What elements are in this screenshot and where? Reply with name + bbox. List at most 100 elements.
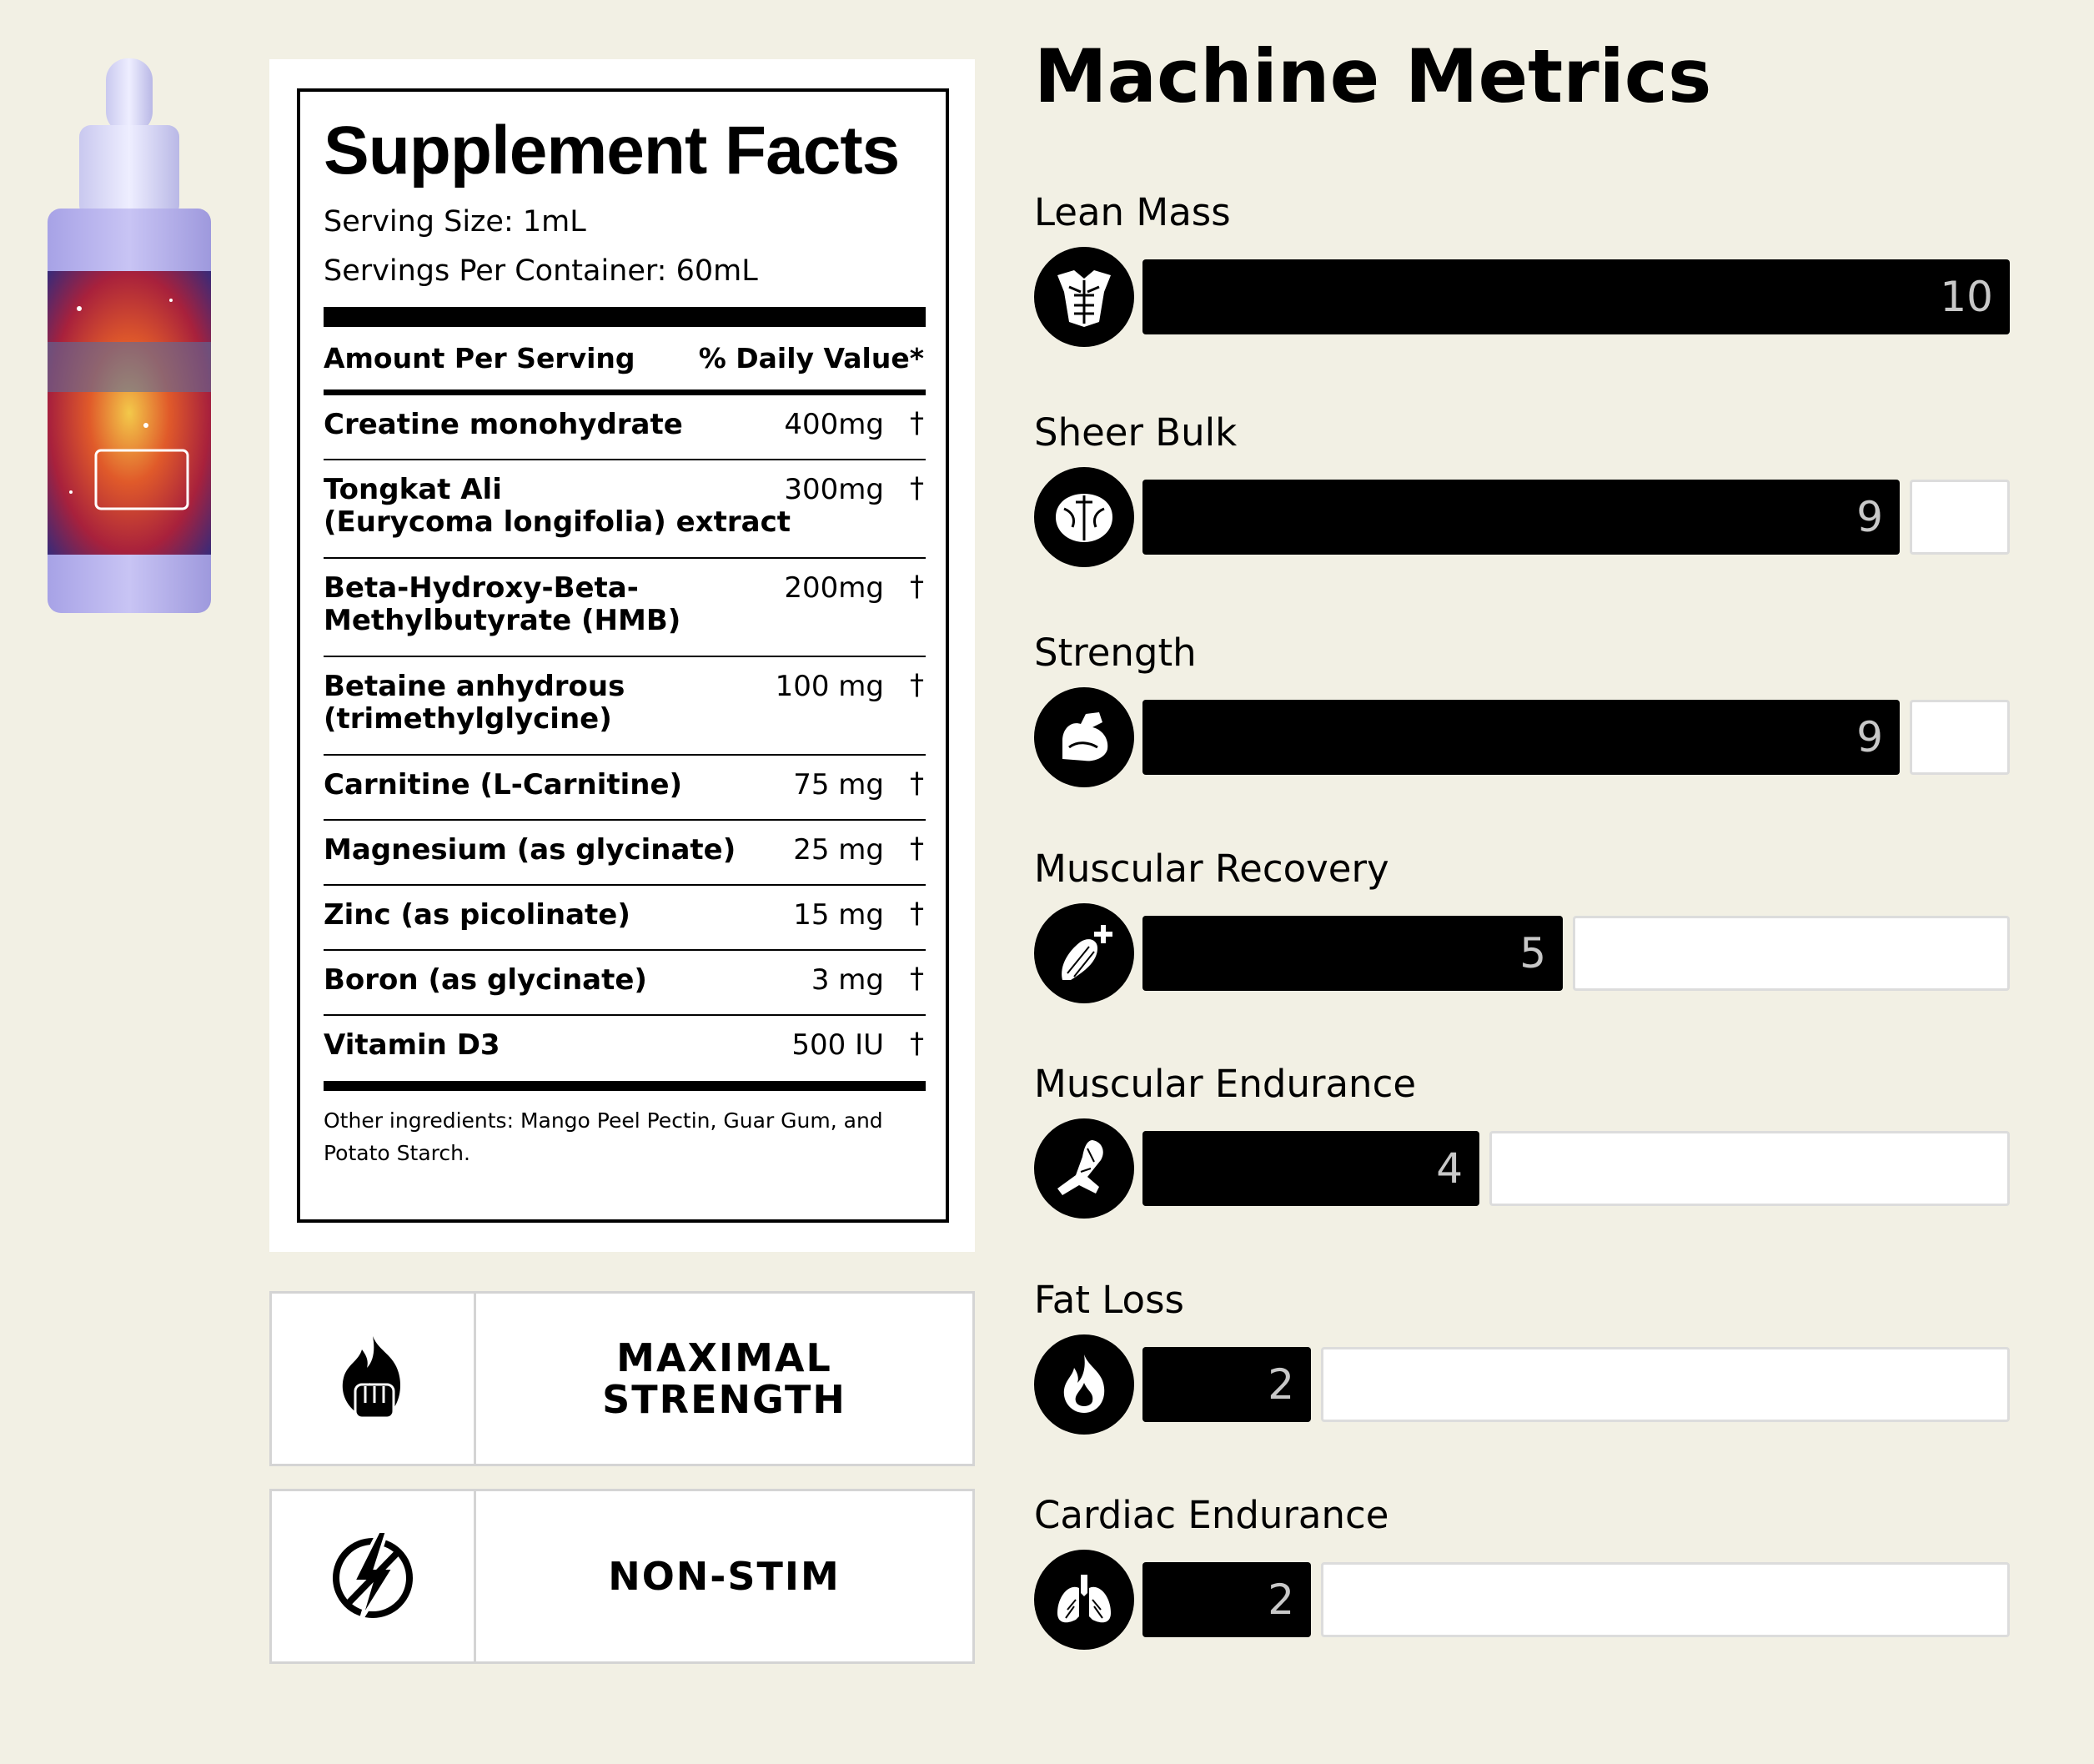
metric-bar: 9	[1142, 480, 2010, 555]
ingredient-amount: 15 mg	[793, 898, 884, 932]
metric-label: Strength	[1034, 631, 1197, 675]
amount-per-serving-label: Amount Per Serving	[324, 342, 635, 374]
ingredient-name: Creatine monohydrate	[324, 408, 683, 441]
torso-icon	[1034, 247, 1134, 347]
metric-cardiac-endurance: Cardiac Endurance 2	[1034, 1493, 2010, 1660]
feature-icon-cell	[272, 1294, 476, 1464]
ingredient-name: Betaine anhydrous (trimethylglycine)	[324, 670, 625, 736]
ingredient-dagger: †	[910, 406, 924, 440]
ingredient-name: Zinc (as picolinate)	[324, 898, 630, 932]
metric-label: Fat Loss	[1034, 1278, 1184, 1322]
metric-bar-remaining	[1321, 1347, 2010, 1422]
muscle-recovery-icon	[1034, 903, 1134, 1003]
ingredient-row: Betaine anhydrous (trimethylglycine) 100…	[324, 657, 926, 756]
daily-value-label: % Daily Value*	[698, 342, 924, 374]
feature-label: MAXIMAL STRENGTH	[602, 1335, 846, 1422]
footer-divider	[324, 1081, 926, 1091]
metric-value: 2	[1268, 1360, 1294, 1409]
metric-muscular-endurance: Muscular Endurance 4	[1034, 1062, 2010, 1229]
ingredient-row: Tongkat Ali (Eurycoma longifolia) extrac…	[324, 460, 926, 559]
metric-bar: 2	[1142, 1347, 2010, 1422]
feature-label: NON-STIM	[608, 1554, 841, 1599]
metric-label: Muscular Recovery	[1034, 847, 1389, 891]
ingredient-name: Tongkat Ali (Eurycoma longifolia) extrac…	[324, 473, 791, 539]
ingredient-dagger: †	[910, 897, 924, 930]
metric-bar: 10	[1142, 259, 2010, 334]
feature-icon-cell	[272, 1491, 476, 1661]
supplement-facts-panel: Supplement Facts Serving Size: 1mL Servi…	[297, 88, 949, 1223]
fire-fist-icon	[342, 1336, 401, 1420]
ingredient-dagger: †	[910, 766, 924, 800]
ingredient-dagger: †	[910, 570, 924, 603]
feature-non-stim: NON-STIM	[269, 1489, 975, 1664]
ingredient-name: Vitamin D3	[324, 1028, 500, 1062]
metric-bar: 9	[1142, 700, 2010, 775]
ingredient-row: Carnitine (L-Carnitine) 75 mg †	[324, 756, 926, 821]
ingredient-dagger: †	[910, 1027, 924, 1060]
metric-bar: 5	[1142, 916, 2010, 991]
ingredient-row: Zinc (as picolinate) 15 mg †	[324, 886, 926, 951]
metric-bar-remaining	[1910, 480, 2010, 555]
metric-bar-remaining	[1321, 1562, 2010, 1637]
product-bottle-image	[48, 58, 211, 613]
supplement-facts-card: Supplement Facts Serving Size: 1mL Servi…	[269, 59, 975, 1252]
ingredient-name: Magnesium (as glycinate)	[324, 833, 736, 867]
metric-fat-loss: Fat Loss 2	[1034, 1278, 2010, 1445]
metric-bar-fill	[1142, 480, 1900, 555]
metric-value: 2	[1268, 1576, 1294, 1624]
metric-value: 5	[1519, 929, 1546, 977]
metric-lean-mass: Lean Mass 10	[1034, 190, 2010, 357]
header-divider	[324, 389, 926, 395]
metric-strength: Strength 9	[1034, 631, 2010, 797]
ingredient-row: Boron (as glycinate) 3 mg †	[324, 951, 926, 1016]
ingredient-amount: 500 IU	[791, 1028, 884, 1062]
flexed-arm-icon	[1034, 687, 1134, 787]
bulk-muscle-icon	[1034, 467, 1134, 567]
metric-bar-remaining	[1573, 916, 2010, 991]
metric-bar-fill	[1142, 1131, 1479, 1206]
metric-bar-fill	[1142, 259, 2010, 334]
metric-bar: 4	[1142, 1131, 2010, 1206]
metric-label: Sheer Bulk	[1034, 410, 1238, 455]
serving-size: Serving Size: 1mL	[324, 205, 586, 239]
running-leg-icon	[1034, 1118, 1134, 1219]
ingredient-row: Beta-Hydroxy-Beta- Methylbutyrate (HMB) …	[324, 559, 926, 657]
metric-value: 4	[1436, 1144, 1463, 1193]
feature-maximal-strength: MAXIMAL STRENGTH	[269, 1291, 975, 1466]
lungs-icon	[1034, 1550, 1134, 1650]
metric-muscular-recovery: Muscular Recovery 5	[1034, 847, 2010, 1013]
ingredient-amount: 300mg	[784, 473, 884, 506]
ingredient-amount: 25 mg	[793, 833, 884, 867]
metric-value: 9	[1856, 713, 1883, 761]
metric-value: 9	[1856, 493, 1883, 541]
thick-divider	[324, 307, 926, 327]
metric-bar-fill	[1142, 916, 1563, 991]
ingredient-dagger: †	[910, 471, 924, 505]
servings-per-container: Servings Per Container: 60mL	[324, 254, 758, 288]
no-stimulant-icon	[333, 1530, 413, 1623]
metric-label: Lean Mass	[1034, 190, 1231, 234]
ingredient-amount: 400mg	[784, 408, 884, 441]
ingredient-amount: 200mg	[784, 571, 884, 605]
ingredient-row: Magnesium (as glycinate) 25 mg †	[324, 821, 926, 886]
ingredient-dagger: †	[910, 962, 924, 995]
metric-sheer-bulk: Sheer Bulk 9	[1034, 410, 2010, 577]
ingredient-row: Creatine monohydrate 400mg †	[324, 395, 926, 460]
facts-header-row: Amount Per Serving % Daily Value*	[324, 342, 926, 374]
metric-bar-remaining	[1489, 1131, 2010, 1206]
ingredient-name: Boron (as glycinate)	[324, 963, 647, 997]
metric-label: Muscular Endurance	[1034, 1062, 1416, 1106]
metric-label: Cardiac Endurance	[1034, 1493, 1389, 1537]
metric-bar-fill	[1142, 1347, 1311, 1422]
metric-bar: 2	[1142, 1562, 2010, 1637]
metric-bar-remaining	[1910, 700, 2010, 775]
metric-bar-fill	[1142, 700, 1900, 775]
ingredient-dagger: †	[910, 832, 924, 865]
flame-icon	[1034, 1334, 1134, 1435]
ingredient-amount: 100 mg	[775, 670, 884, 703]
metric-bar-fill	[1142, 1562, 1311, 1637]
ingredient-dagger: †	[910, 668, 924, 701]
other-ingredients-note: Other ingredients: Mango Peel Pectin, Gu…	[324, 1108, 883, 1165]
ingredient-name: Beta-Hydroxy-Beta- Methylbutyrate (HMB)	[324, 571, 681, 637]
ingredient-row: Vitamin D3 500 IU †	[324, 1016, 926, 1081]
